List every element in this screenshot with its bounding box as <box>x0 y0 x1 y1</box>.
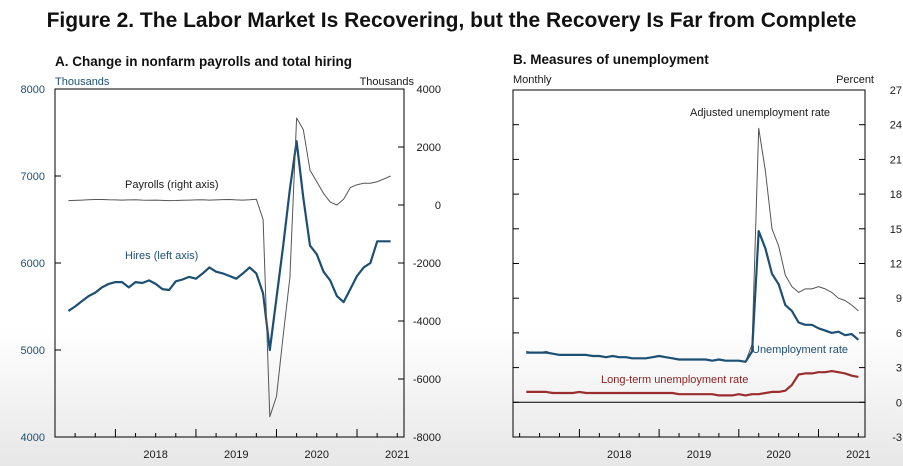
unemployment-rate-label: Unemployment rate <box>752 344 848 356</box>
panel-a: A. Change in nonfarm payrolls and total … <box>21 54 441 461</box>
payrolls-right-axis-line <box>68 117 391 418</box>
x-tick-label-2020: 2020 <box>766 449 790 461</box>
right-y-tick-label: 27 <box>890 85 902 97</box>
panel-b-ticks <box>513 89 865 438</box>
panel-b-title: B. Measures of unemployment <box>513 52 709 67</box>
panel-a-tick-labels: 2018 2019 2020 2021 -8000 -6000 -4000 -2000 0 200… <box>21 84 441 461</box>
figure-title: Figure 2. The Labor Market Is Recovering… <box>46 9 857 32</box>
panel-a-left-unit: Thousands <box>55 76 110 88</box>
panel-b-tick-labels: 2018 2019 2020 2021 -3 0 3 6 9 12 15 18 21 24 27 <box>607 85 902 461</box>
left-y-tick-label: 5000 <box>21 345 45 357</box>
left-y-tick-label: 4000 <box>21 432 45 444</box>
left-y-tick-label: 6000 <box>21 258 45 270</box>
right-y-tick-label: 6 <box>896 328 902 340</box>
right-y-tick-label: 2000 <box>417 142 441 154</box>
payrolls-label: Payrolls (right axis) <box>125 179 219 191</box>
x-tick-label-2019: 2019 <box>687 449 711 461</box>
panel-b-left-unit: Monthly <box>513 74 552 86</box>
right-y-tick-label: 9 <box>896 293 902 305</box>
unemployment-rate-line <box>526 230 860 363</box>
x-tick-label-2021: 2021 <box>846 449 870 461</box>
right-y-tick-label: 24 <box>890 120 902 132</box>
panel-a-right-unit: Thousands <box>360 76 415 88</box>
panel-a-ticks <box>54 88 404 438</box>
hires-label: Hires (left axis) <box>125 250 198 262</box>
long-term-unemployment-label: Long-term unemployment rate <box>601 374 748 386</box>
right-y-tick-label: -4000 <box>413 316 441 328</box>
right-y-tick-label: -8000 <box>413 432 441 444</box>
right-y-tick-label: 3 <box>896 363 902 375</box>
right-y-tick-label: -3 <box>892 432 902 444</box>
right-y-tick-label: 15 <box>890 224 902 236</box>
panel-a-title: A. Change in nonfarm payrolls and total … <box>55 54 352 69</box>
hires-left-axis-line <box>67 140 391 352</box>
adjusted-unemployment-label: Adjusted unemployment rate <box>690 107 830 119</box>
panel-b: B. Measures of unemployment Monthly Perc… <box>512 52 902 461</box>
x-tick-label-2019: 2019 <box>224 449 248 461</box>
right-y-tick-label: 18 <box>890 189 902 201</box>
left-y-tick-label: 7000 <box>21 171 45 183</box>
x-tick-label-2018: 2018 <box>607 449 631 461</box>
adjusted-unemployment-rate-line <box>526 127 859 363</box>
right-y-tick-label: -2000 <box>413 258 441 270</box>
right-y-tick-label: 12 <box>890 259 902 271</box>
right-y-tick-label: 4000 <box>417 84 441 96</box>
right-y-tick-label: 21 <box>890 154 902 166</box>
right-y-tick-label: -6000 <box>413 374 441 386</box>
x-tick-label-2021: 2021 <box>385 449 409 461</box>
left-y-tick-label: 8000 <box>21 84 45 96</box>
x-tick-label-2020: 2020 <box>305 449 329 461</box>
panel-a-series <box>67 117 391 418</box>
panel-b-right-unit: Percent <box>836 74 874 86</box>
panel-a-frame <box>54 88 405 438</box>
x-tick-label-2018: 2018 <box>143 449 167 461</box>
long-term-unemployment-rate-line <box>526 370 859 397</box>
panel-b-series <box>526 127 860 397</box>
right-y-tick-label: 0 <box>435 200 441 212</box>
right-y-tick-label: 0 <box>896 397 902 409</box>
